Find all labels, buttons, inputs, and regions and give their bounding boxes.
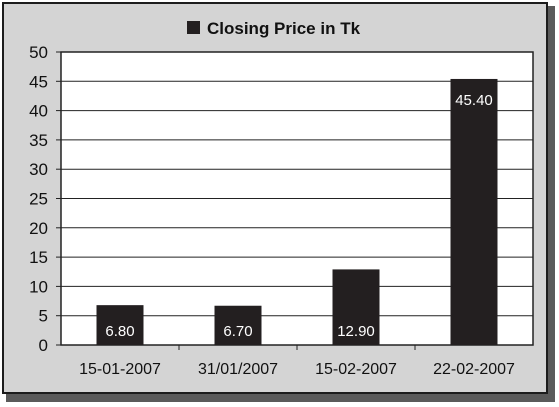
y-tick-label: 20	[29, 219, 48, 238]
x-axis: 15-01-2007 31/01/2007 15-02-2007 22-02-2007	[79, 345, 515, 378]
bar	[332, 269, 380, 345]
bars: 6.80 6.70 12.90 45.40	[96, 78, 498, 346]
bar	[214, 305, 262, 345]
y-tick-label: 30	[29, 160, 48, 179]
y-tick-label: 25	[29, 190, 48, 209]
frame-shadow-bottom	[6, 394, 555, 402]
x-tick-label: 22-02-2007	[433, 361, 515, 378]
y-tick-label: 10	[29, 277, 48, 296]
y-tick-label: 15	[29, 248, 48, 267]
x-tick-label: 15-02-2007	[315, 361, 397, 378]
y-tick-label: 50	[29, 43, 48, 62]
y-tick-label: 0	[39, 336, 48, 355]
y-tick-label: 45	[29, 72, 48, 91]
data-label: 6.80	[105, 323, 134, 340]
y-tick-label: 35	[29, 131, 48, 150]
y-tick-label: 40	[29, 102, 48, 121]
data-label: 6.70	[223, 323, 252, 340]
frame-shadow-right	[548, 6, 555, 402]
y-axis: 0 5 10 15 20 25 30 35 40 45 50	[29, 43, 61, 355]
data-label: 45.40	[455, 92, 493, 109]
legend: Closing Price in Tk	[187, 19, 361, 38]
x-tick-label: 31/01/2007	[198, 361, 278, 378]
bar	[96, 305, 144, 345]
legend-swatch	[187, 21, 200, 34]
x-tick-label: 15-01-2007	[79, 361, 161, 378]
legend-label: Closing Price in Tk	[207, 19, 361, 38]
bar	[450, 78, 498, 346]
y-tick-label: 5	[39, 307, 48, 326]
data-label: 12.90	[337, 323, 375, 340]
